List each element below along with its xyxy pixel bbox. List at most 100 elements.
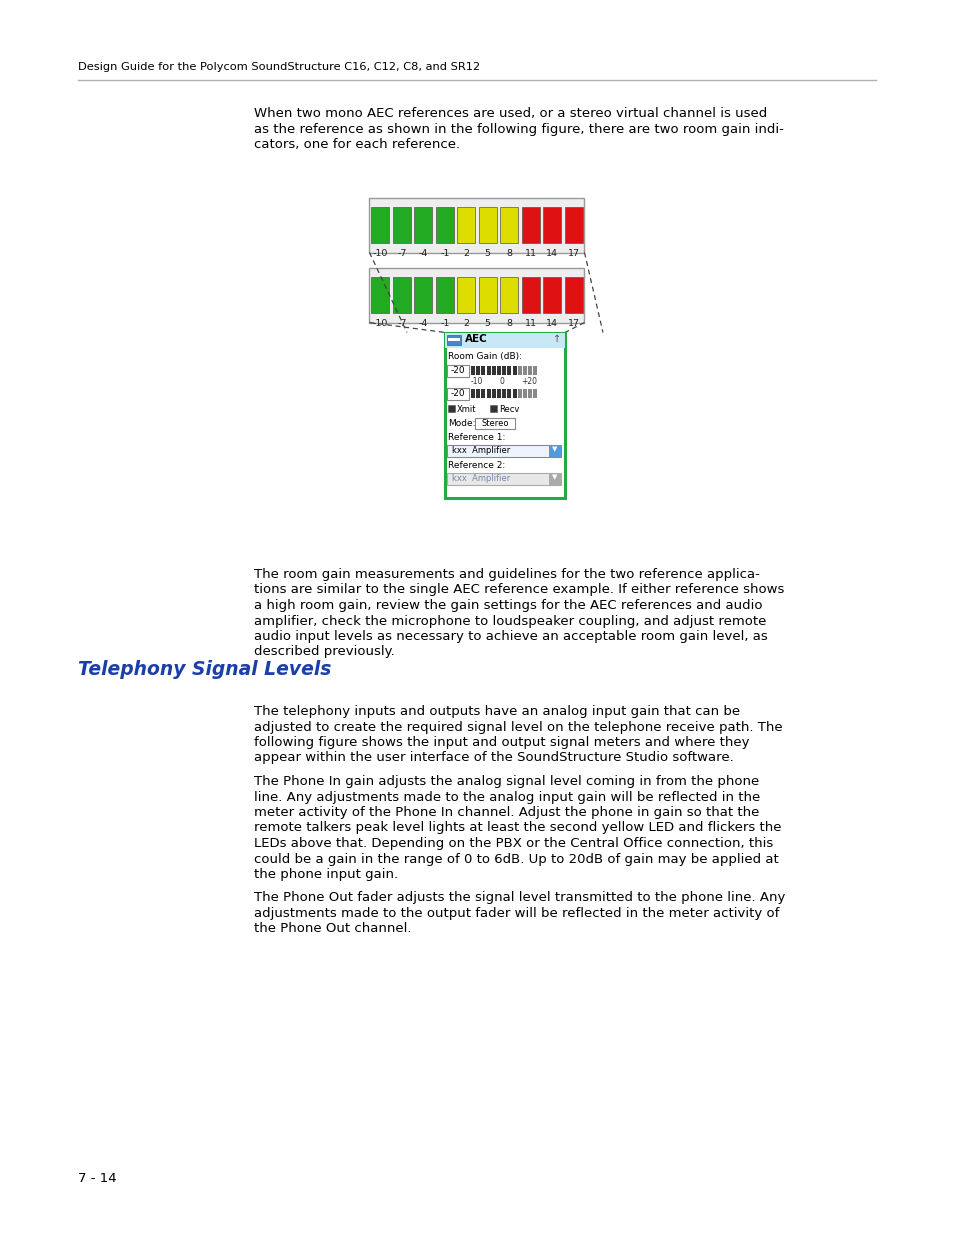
Bar — [522, 366, 526, 374]
Bar — [476, 366, 479, 374]
Bar — [528, 389, 532, 398]
Text: tions are similar to the single AEC reference example. If either reference shows: tions are similar to the single AEC refe… — [253, 583, 783, 597]
Text: the phone input gain.: the phone input gain. — [253, 868, 397, 881]
Text: The room gain measurements and guidelines for the two reference applica-: The room gain measurements and guideline… — [253, 568, 760, 580]
Bar — [448, 337, 459, 341]
Text: 2: 2 — [463, 320, 469, 329]
Bar — [501, 389, 506, 398]
Text: 7 - 14: 7 - 14 — [78, 1172, 116, 1186]
Text: Recv: Recv — [498, 405, 518, 414]
Bar — [499, 207, 517, 243]
Bar — [528, 366, 532, 374]
Bar — [542, 277, 560, 312]
Text: AEC: AEC — [464, 333, 487, 345]
Text: -10: -10 — [373, 320, 388, 329]
Bar — [564, 207, 582, 243]
Text: 5: 5 — [484, 249, 490, 258]
FancyBboxPatch shape — [447, 388, 469, 399]
Text: The Phone In gain adjusts the analog signal level coming in from the phone: The Phone In gain adjusts the analog sig… — [253, 776, 759, 788]
Bar — [393, 277, 411, 312]
Text: -20: -20 — [450, 366, 465, 375]
Bar — [517, 366, 521, 374]
Text: 5: 5 — [484, 320, 490, 329]
Text: kxx  Amplifier: kxx Amplifier — [452, 446, 510, 454]
Text: a high room gain, review the gain settings for the AEC references and audio: a high room gain, review the gain settin… — [253, 599, 761, 613]
Bar — [521, 207, 539, 243]
Text: -1: -1 — [439, 320, 449, 329]
Text: the Phone Out channel.: the Phone Out channel. — [253, 923, 411, 935]
Text: remote talkers peak level lights at least the second yellow LED and flickers the: remote talkers peak level lights at leas… — [253, 821, 781, 835]
Text: following figure shows the input and output signal meters and where they: following figure shows the input and out… — [253, 736, 749, 748]
Bar — [478, 207, 497, 243]
Text: 17: 17 — [567, 320, 579, 329]
Text: as the reference as shown in the following figure, there are two room gain indi-: as the reference as shown in the followi… — [253, 122, 783, 136]
Bar — [436, 277, 454, 312]
Text: -10: -10 — [471, 378, 483, 387]
FancyBboxPatch shape — [475, 417, 515, 429]
Text: audio input levels as necessary to achieve an acceptable room gain level, as: audio input levels as necessary to achie… — [253, 630, 767, 643]
Text: 2: 2 — [463, 249, 469, 258]
Bar — [492, 366, 496, 374]
Text: 14: 14 — [546, 249, 558, 258]
Bar — [448, 405, 455, 411]
Text: amplifier, check the microphone to loudspeaker coupling, and adjust remote: amplifier, check the microphone to louds… — [253, 615, 765, 627]
Text: 0: 0 — [499, 378, 504, 387]
Bar — [371, 277, 389, 312]
Text: Design Guide for the Polycom SoundStructure C16, C12, C8, and SR12: Design Guide for the Polycom SoundStruct… — [78, 62, 479, 72]
Bar — [507, 389, 511, 398]
Text: ▼: ▼ — [552, 446, 558, 452]
Bar — [456, 207, 475, 243]
Bar — [499, 277, 517, 312]
Text: The Phone Out fader adjusts the signal level transmitted to the phone line. Any: The Phone Out fader adjusts the signal l… — [253, 892, 784, 904]
Bar — [414, 277, 432, 312]
Text: 11: 11 — [524, 320, 537, 329]
Text: meter activity of the Phone In channel. Adjust the phone in gain so that the: meter activity of the Phone In channel. … — [253, 806, 759, 819]
Text: -4: -4 — [418, 320, 428, 329]
Bar — [471, 389, 475, 398]
Bar — [456, 277, 475, 312]
Bar — [501, 366, 506, 374]
Text: -20: -20 — [450, 389, 465, 398]
Bar — [490, 405, 497, 411]
Bar — [481, 366, 485, 374]
Text: Reference 2:: Reference 2: — [448, 461, 505, 469]
Bar — [471, 366, 475, 374]
FancyBboxPatch shape — [447, 445, 560, 457]
Text: 14: 14 — [546, 320, 558, 329]
FancyBboxPatch shape — [447, 473, 560, 484]
Text: described previously.: described previously. — [253, 646, 395, 658]
Text: ↑: ↑ — [553, 335, 560, 345]
Bar — [478, 277, 497, 312]
Bar — [521, 277, 539, 312]
Bar — [476, 389, 479, 398]
Bar — [507, 366, 511, 374]
Text: appear within the user interface of the SoundStructure Studio software.: appear within the user interface of the … — [253, 752, 733, 764]
Text: could be a gain in the range of 0 to 6dB. Up to 20dB of gain may be applied at: could be a gain in the range of 0 to 6dB… — [253, 852, 778, 866]
Bar — [486, 389, 490, 398]
Bar — [371, 207, 389, 243]
Text: When two mono AEC references are used, or a stereo virtual channel is used: When two mono AEC references are used, o… — [253, 107, 766, 120]
Text: adjustments made to the output fader will be reflected in the meter activity of: adjustments made to the output fader wil… — [253, 906, 779, 920]
Bar — [447, 335, 460, 345]
FancyBboxPatch shape — [444, 332, 564, 498]
Text: 8: 8 — [506, 249, 512, 258]
Bar — [517, 389, 521, 398]
Bar — [444, 332, 564, 347]
Bar — [548, 445, 560, 457]
Text: Stereo: Stereo — [480, 419, 508, 429]
Text: cators, one for each reference.: cators, one for each reference. — [253, 138, 459, 151]
Bar — [436, 207, 454, 243]
Text: 11: 11 — [524, 249, 537, 258]
Text: Reference 1:: Reference 1: — [448, 432, 505, 441]
Text: -10: -10 — [373, 249, 388, 258]
Text: kxx  Amplifier: kxx Amplifier — [452, 474, 510, 483]
Bar — [486, 366, 490, 374]
Text: 17: 17 — [567, 249, 579, 258]
Bar — [522, 389, 526, 398]
Bar — [393, 207, 411, 243]
Text: Mode:: Mode: — [448, 419, 475, 427]
Bar — [481, 389, 485, 398]
Bar — [414, 207, 432, 243]
FancyBboxPatch shape — [369, 268, 584, 322]
Text: ▼: ▼ — [552, 474, 558, 480]
